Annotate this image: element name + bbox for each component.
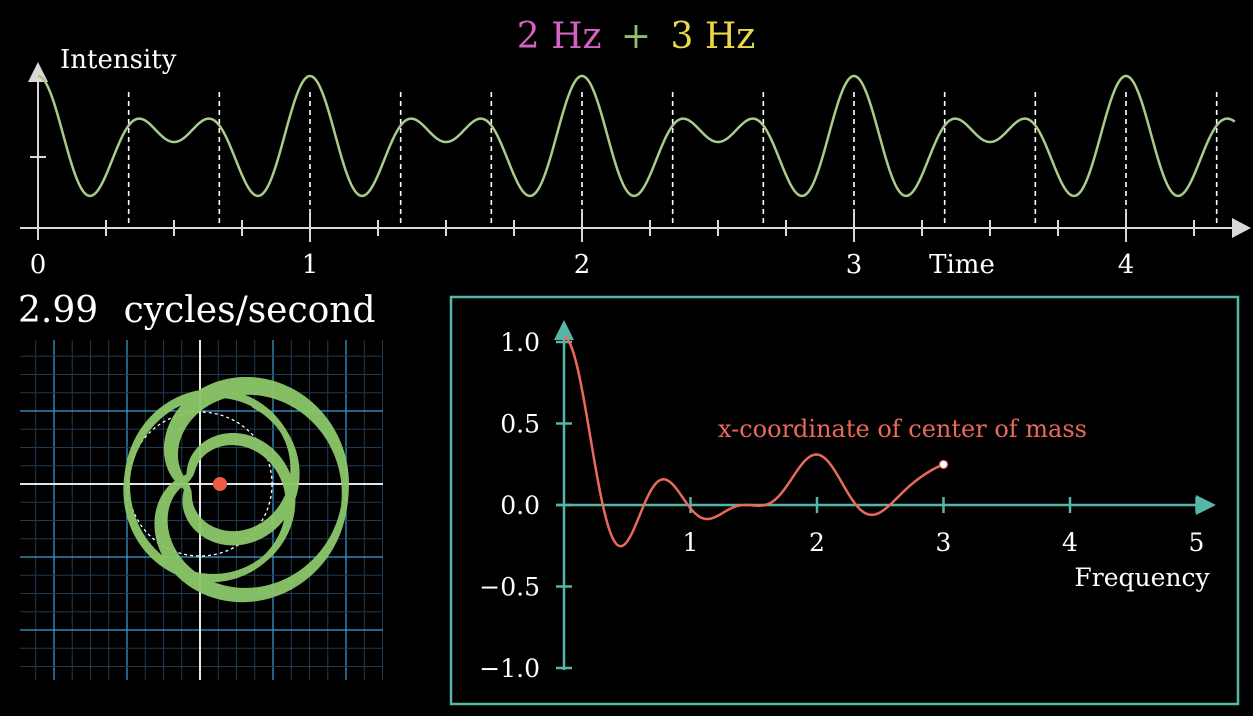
signal-curve — [37, 74, 1236, 198]
fourier-y-tick-label: −0.5 — [479, 573, 540, 602]
fourier-y-tick-label: 1.0 — [500, 328, 540, 357]
fourier-x-tick-label: 1 — [683, 528, 699, 557]
signal-x-tick-label: 2 — [574, 250, 591, 280]
title: 2 Hz + 3 Hz — [517, 16, 756, 57]
fourier-x-tick-label: 4 — [1062, 528, 1078, 557]
winding-unit-circle — [127, 411, 273, 557]
signal-x-tick-label: 3 — [846, 250, 863, 280]
signal-x-tick-label: 4 — [1118, 250, 1135, 280]
fourier-x-tick-label: 3 — [936, 528, 952, 557]
signal-x-tick-label: 1 — [302, 250, 319, 280]
fourier-curve — [563, 336, 944, 548]
fourier-panel-border — [449, 295, 1240, 706]
title-part1: 2 Hz — [517, 16, 602, 57]
signal-x-ticks: 0 1 2 3 4 — [30, 214, 1195, 280]
fourier-y-tick-label: 0.5 — [500, 410, 540, 439]
signal-x-tick-label: 0 — [30, 250, 47, 280]
signal-y-label: Intensity — [60, 45, 177, 75]
fourier-x-arrow — [1196, 495, 1216, 515]
fourier-annotation: x-coordinate of center of mass — [718, 415, 1087, 443]
fourier-x-tick-label: 2 — [809, 528, 825, 557]
fourier-y-tick-label: 0.0 — [500, 491, 540, 520]
winding-chart — [20, 340, 383, 680]
signal-x-label: Time — [929, 250, 995, 280]
fourier-y-tick-label: −1.0 — [479, 654, 540, 683]
center-of-mass-dot — [213, 477, 227, 491]
fourier-x-ticks: 1 2 3 4 5 — [683, 497, 1205, 557]
signal-chart: 0 1 2 3 4 Intensity Time — [20, 45, 1251, 280]
winding-curve — [123, 376, 349, 603]
fourier-x-tick-label: 5 — [1189, 528, 1205, 557]
title-part2: 3 Hz — [671, 16, 756, 57]
fourier-y-ticks: 1.0 0.5 0.0 −0.5 −1.0 — [479, 328, 572, 683]
signal-y-arrow — [28, 62, 48, 82]
signal-guides — [127, 92, 1218, 228]
signal-x-arrow — [1232, 218, 1251, 238]
winding-frequency-unit: cycles/second — [124, 290, 376, 331]
title-plus: + — [621, 16, 651, 57]
winding-label: 2.99 cycles/second — [18, 290, 376, 331]
fourier-chart: 1.0 0.5 0.0 −0.5 −1.0 1 2 3 4 5 x-coordinate of … — [479, 320, 1216, 683]
fourier-end-dot — [938, 459, 949, 470]
fourier-y-arrow — [554, 320, 574, 340]
winding-frequency-value: 2.99 — [18, 290, 98, 331]
fourier-x-label: Frequency — [1074, 563, 1210, 592]
